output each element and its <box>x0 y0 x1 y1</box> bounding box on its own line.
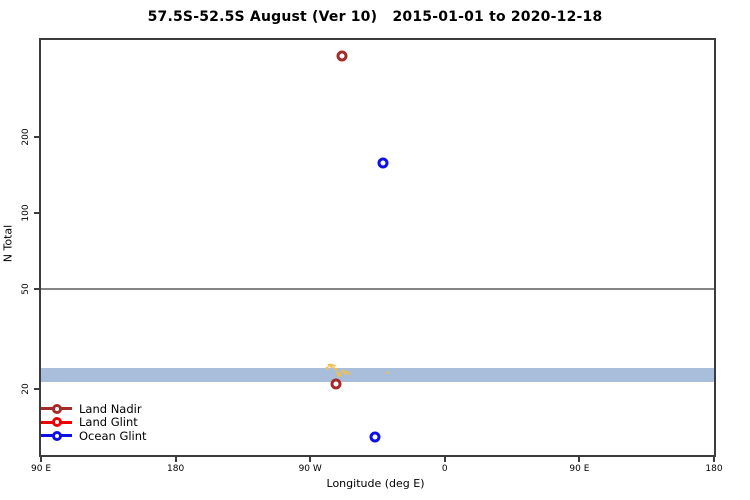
x-tick-mark <box>40 457 42 462</box>
y-tick-label: 20 <box>21 383 31 396</box>
small-orange-marks <box>327 364 330 367</box>
x-tick-mark <box>443 457 446 462</box>
x-axis-title: Longitude (deg E) <box>326 477 425 490</box>
y-tick-mark <box>34 212 39 215</box>
legend-item: Ocean Glint <box>41 429 147 443</box>
x-tick-label: 180 <box>705 464 723 474</box>
data-point-ocean-glint <box>369 431 380 443</box>
legend-ring-icon <box>51 403 62 414</box>
y-tick-mark <box>34 288 39 291</box>
data-point-land-nadir <box>336 50 348 62</box>
y-tick-label: 50 <box>21 283 31 295</box>
chart-title: 57.5S-52.5S August (Ver 10) 2015-01-01 t… <box>147 9 603 25</box>
x-tick-label: 0 <box>441 464 448 474</box>
legend: Land Nadir Land Glint Ocean Glint <box>41 402 147 443</box>
legend-swatch <box>41 417 72 428</box>
small-orange-marks <box>331 363 334 367</box>
x-tick-label: 180 <box>167 464 185 474</box>
small-orange-marks <box>340 370 344 374</box>
plot-area <box>39 38 716 457</box>
small-orange-marks <box>328 363 332 366</box>
small-orange-marks <box>337 373 340 377</box>
y-axis-title: N Total <box>1 224 15 263</box>
legend-ring-icon <box>51 417 62 428</box>
y-tick-mark <box>34 388 39 391</box>
small-orange-marks <box>345 370 349 374</box>
small-orange-marks <box>348 372 351 375</box>
legend-swatch <box>41 430 72 441</box>
highlight-band <box>41 367 714 382</box>
small-orange-marks <box>329 365 333 369</box>
x-tick-label: 90 E <box>31 464 51 474</box>
legend-label: Land Glint <box>79 415 138 430</box>
legend-swatch <box>41 403 72 414</box>
small-orange-marks <box>338 372 341 375</box>
small-orange-marks <box>333 364 337 368</box>
data-point-ocean-glint <box>377 157 389 169</box>
legend-item: Land Nadir <box>41 402 147 416</box>
data-point-land-nadir <box>330 378 342 390</box>
y-tick-label: 100 <box>21 204 31 222</box>
small-orange-marks <box>326 366 329 370</box>
legend-item: Land Glint <box>41 415 147 430</box>
small-orange-marks <box>334 368 338 371</box>
legend-label: Land Nadir <box>79 401 142 416</box>
small-orange-marks <box>342 369 345 373</box>
legend-label: Ocean Glint <box>79 428 147 443</box>
small-orange-marks <box>343 371 347 375</box>
x-tick-label: 90 W <box>298 464 322 474</box>
x-tick-mark <box>578 457 581 462</box>
y-tick-label: 200 <box>21 128 31 146</box>
small-orange-marks <box>339 374 342 377</box>
x-tick-mark <box>174 457 177 462</box>
y-tick-mark <box>34 136 39 139</box>
reference-line-50 <box>41 288 714 291</box>
x-tick-label: 90 E <box>569 464 590 474</box>
legend-ring-icon <box>51 430 62 441</box>
x-tick-mark <box>309 457 312 462</box>
x-tick-mark <box>713 457 715 462</box>
small-orange-marks <box>335 371 339 375</box>
small-orange-marks <box>332 366 335 369</box>
small-orange-marks <box>385 371 389 375</box>
